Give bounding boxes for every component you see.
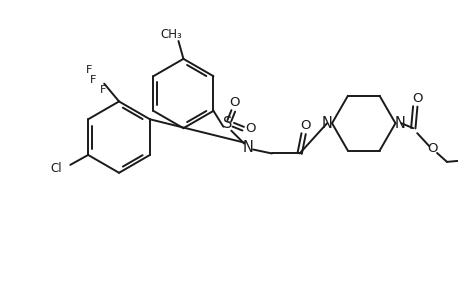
Text: O: O xyxy=(426,142,437,154)
Text: N: N xyxy=(321,116,332,131)
Text: F: F xyxy=(86,65,92,75)
Text: F: F xyxy=(90,75,96,85)
Text: F: F xyxy=(100,85,106,94)
Text: O: O xyxy=(411,92,421,105)
Text: N: N xyxy=(394,116,405,131)
Text: CH₃: CH₃ xyxy=(160,28,182,40)
Text: O: O xyxy=(300,119,310,132)
Text: S: S xyxy=(222,116,231,131)
Text: Cl: Cl xyxy=(50,162,62,175)
Text: N: N xyxy=(242,140,253,155)
Text: O: O xyxy=(244,122,255,135)
Text: O: O xyxy=(229,96,239,110)
